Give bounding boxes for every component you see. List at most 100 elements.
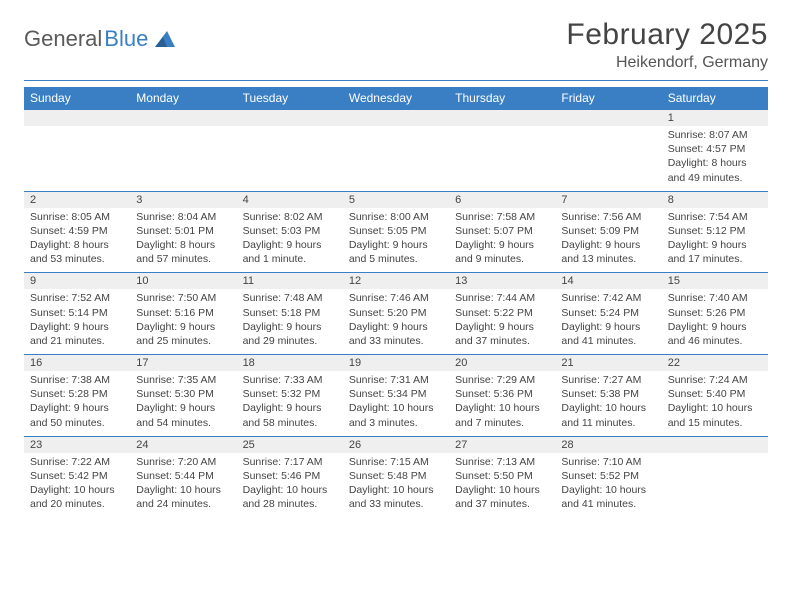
day-cell: Sunrise: 8:07 AMSunset: 4:57 PMDaylight:… [662, 126, 768, 191]
week-daynum-row: 16171819202122 [24, 354, 768, 371]
week-content-row: Sunrise: 8:07 AMSunset: 4:57 PMDaylight:… [24, 126, 768, 191]
sunset-text: Sunset: 5:50 PM [455, 469, 549, 483]
day-cell: Sunrise: 7:31 AMSunset: 5:34 PMDaylight:… [343, 371, 449, 436]
day-cell: Sunrise: 7:46 AMSunset: 5:20 PMDaylight:… [343, 289, 449, 354]
day-number: 10 [130, 273, 236, 289]
sunset-text: Sunset: 5:48 PM [349, 469, 443, 483]
daylight-text: Daylight: 9 hours and 21 minutes. [30, 320, 124, 348]
day-cell: Sunrise: 7:40 AMSunset: 5:26 PMDaylight:… [662, 289, 768, 354]
daylight-text: Daylight: 10 hours and 11 minutes. [561, 401, 655, 429]
sunset-text: Sunset: 5:18 PM [243, 306, 337, 320]
day-cell [343, 126, 449, 191]
daylight-text: Daylight: 9 hours and 37 minutes. [455, 320, 549, 348]
day-cell: Sunrise: 7:52 AMSunset: 5:14 PMDaylight:… [24, 289, 130, 354]
day-number: 18 [237, 355, 343, 371]
daylight-text: Daylight: 8 hours and 49 minutes. [668, 156, 762, 184]
day-number: 24 [130, 437, 236, 453]
daylight-text: Daylight: 10 hours and 28 minutes. [243, 483, 337, 511]
day-number: 2 [24, 192, 130, 208]
day-cell: Sunrise: 7:13 AMSunset: 5:50 PMDaylight:… [449, 453, 555, 518]
sunrise-text: Sunrise: 7:44 AM [455, 291, 549, 305]
daylight-text: Daylight: 9 hours and 9 minutes. [455, 238, 549, 266]
day-number: 20 [449, 355, 555, 371]
daylight-text: Daylight: 9 hours and 41 minutes. [561, 320, 655, 348]
sunset-text: Sunset: 5:46 PM [243, 469, 337, 483]
sunrise-text: Sunrise: 7:46 AM [349, 291, 443, 305]
daylight-text: Daylight: 8 hours and 53 minutes. [30, 238, 124, 266]
day-number [24, 110, 130, 126]
daylight-text: Daylight: 10 hours and 7 minutes. [455, 401, 549, 429]
day-cell: Sunrise: 7:20 AMSunset: 5:44 PMDaylight:… [130, 453, 236, 518]
location-label: Heikendorf, Germany [566, 54, 768, 72]
day-cell: Sunrise: 7:22 AMSunset: 5:42 PMDaylight:… [24, 453, 130, 518]
sunset-text: Sunset: 5:05 PM [349, 224, 443, 238]
day-cell [555, 126, 661, 191]
sunrise-text: Sunrise: 7:56 AM [561, 210, 655, 224]
day-cell: Sunrise: 7:29 AMSunset: 5:36 PMDaylight:… [449, 371, 555, 436]
sunset-text: Sunset: 5:30 PM [136, 387, 230, 401]
sunrise-text: Sunrise: 7:40 AM [668, 291, 762, 305]
day-number: 15 [662, 273, 768, 289]
day-number: 26 [343, 437, 449, 453]
day-cell: Sunrise: 7:35 AMSunset: 5:30 PMDaylight:… [130, 371, 236, 436]
day-number: 19 [343, 355, 449, 371]
day-cell: Sunrise: 7:42 AMSunset: 5:24 PMDaylight:… [555, 289, 661, 354]
day-cell [237, 126, 343, 191]
daylight-text: Daylight: 9 hours and 5 minutes. [349, 238, 443, 266]
sunrise-text: Sunrise: 8:04 AM [136, 210, 230, 224]
sunrise-text: Sunrise: 7:38 AM [30, 373, 124, 387]
week-content-row: Sunrise: 7:52 AMSunset: 5:14 PMDaylight:… [24, 289, 768, 354]
day-cell [662, 453, 768, 518]
sunset-text: Sunset: 5:20 PM [349, 306, 443, 320]
weekday-friday: Friday [555, 87, 661, 109]
sunrise-text: Sunrise: 7:58 AM [455, 210, 549, 224]
week-daynum-row: 1 [24, 109, 768, 126]
sunrise-text: Sunrise: 7:17 AM [243, 455, 337, 469]
day-cell: Sunrise: 7:54 AMSunset: 5:12 PMDaylight:… [662, 208, 768, 273]
day-cell: Sunrise: 7:17 AMSunset: 5:46 PMDaylight:… [237, 453, 343, 518]
week-content-row: Sunrise: 7:38 AMSunset: 5:28 PMDaylight:… [24, 371, 768, 436]
day-number [449, 110, 555, 126]
weekday-tuesday: Tuesday [237, 87, 343, 109]
sunset-text: Sunset: 5:03 PM [243, 224, 337, 238]
day-number [130, 110, 236, 126]
day-cell: Sunrise: 7:50 AMSunset: 5:16 PMDaylight:… [130, 289, 236, 354]
weekday-wednesday: Wednesday [343, 87, 449, 109]
sunset-text: Sunset: 5:22 PM [455, 306, 549, 320]
sunrise-text: Sunrise: 7:31 AM [349, 373, 443, 387]
sunset-text: Sunset: 5:07 PM [455, 224, 549, 238]
day-cell: Sunrise: 8:04 AMSunset: 5:01 PMDaylight:… [130, 208, 236, 273]
sunset-text: Sunset: 5:14 PM [30, 306, 124, 320]
logo-text-1: General [24, 26, 102, 52]
day-cell [449, 126, 555, 191]
title-block: February 2025 Heikendorf, Germany [566, 18, 768, 72]
day-cell: Sunrise: 7:44 AMSunset: 5:22 PMDaylight:… [449, 289, 555, 354]
daylight-text: Daylight: 9 hours and 58 minutes. [243, 401, 337, 429]
weekday-saturday: Saturday [662, 87, 768, 109]
day-cell: Sunrise: 7:15 AMSunset: 5:48 PMDaylight:… [343, 453, 449, 518]
sunset-text: Sunset: 5:44 PM [136, 469, 230, 483]
daylight-text: Daylight: 9 hours and 33 minutes. [349, 320, 443, 348]
day-cell: Sunrise: 7:27 AMSunset: 5:38 PMDaylight:… [555, 371, 661, 436]
daylight-text: Daylight: 9 hours and 46 minutes. [668, 320, 762, 348]
sunrise-text: Sunrise: 7:13 AM [455, 455, 549, 469]
day-number: 22 [662, 355, 768, 371]
sunset-text: Sunset: 5:01 PM [136, 224, 230, 238]
sunrise-text: Sunrise: 7:10 AM [561, 455, 655, 469]
daylight-text: Daylight: 9 hours and 50 minutes. [30, 401, 124, 429]
day-number: 1 [662, 110, 768, 126]
sunset-text: Sunset: 5:12 PM [668, 224, 762, 238]
day-number: 17 [130, 355, 236, 371]
day-cell [130, 126, 236, 191]
daylight-text: Daylight: 10 hours and 20 minutes. [30, 483, 124, 511]
day-number [555, 110, 661, 126]
sunrise-text: Sunrise: 7:27 AM [561, 373, 655, 387]
sunrise-text: Sunrise: 7:20 AM [136, 455, 230, 469]
week-daynum-row: 9101112131415 [24, 272, 768, 289]
daylight-text: Daylight: 10 hours and 24 minutes. [136, 483, 230, 511]
day-number: 14 [555, 273, 661, 289]
sunrise-text: Sunrise: 7:15 AM [349, 455, 443, 469]
sunset-text: Sunset: 5:32 PM [243, 387, 337, 401]
day-cell: Sunrise: 7:58 AMSunset: 5:07 PMDaylight:… [449, 208, 555, 273]
week-daynum-row: 2345678 [24, 191, 768, 208]
